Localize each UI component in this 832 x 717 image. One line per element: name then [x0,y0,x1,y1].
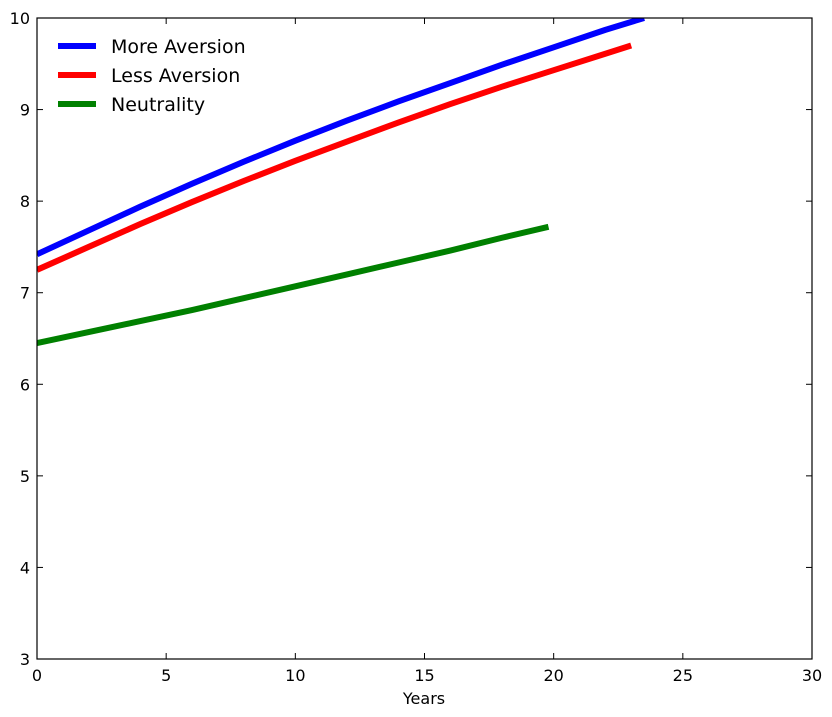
series-line-more-aversion [37,18,645,257]
legend-label-more-aversion: More Aversion [111,36,246,58]
legend-label-neutrality: Neutrality [111,94,205,116]
x-tick-label: 10 [285,666,305,685]
x-tick-label: 30 [802,666,822,685]
y-tick-label: 5 [20,467,30,486]
y-tick-label: 9 [20,101,30,120]
series-line-less-aversion [37,42,633,273]
plot-lines [37,18,645,347]
x-axis-title: Years [402,689,445,708]
y-tick-label: 10 [10,9,30,28]
y-tick-label: 3 [20,650,30,669]
x-tick-label: 0 [32,666,42,685]
x-tick-label: 15 [414,666,434,685]
y-tick-label: 6 [20,375,30,394]
y-tick-label: 4 [20,558,30,577]
series-line-neutrality [37,223,550,347]
x-tick-label: 20 [543,666,563,685]
axis-tick-labels: 0 5 10 15 20 25 30 3 4 5 6 7 8 9 10 [10,9,823,685]
x-tick-label: 5 [161,666,171,685]
legend-label-less-aversion: Less Aversion [111,65,240,87]
axis-ticks [36,17,813,660]
y-tick-label: 7 [20,284,30,303]
legend: More Aversion Less Aversion Neutrality [58,36,246,116]
x-tick-label: 25 [673,666,693,685]
y-tick-label: 8 [20,192,30,211]
